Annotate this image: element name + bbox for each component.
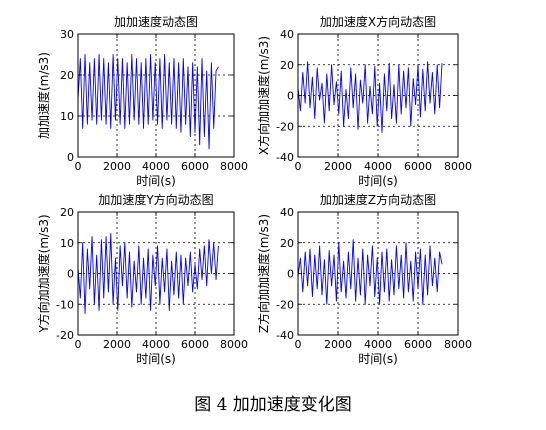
- x-axis-label-z: 时间(s): [358, 352, 398, 366]
- x-tick-label-x-2: 4000: [364, 160, 392, 173]
- chart-title-y: 加加速度Y方向动态图: [98, 192, 213, 207]
- y-tick-label-z-4: 40: [280, 206, 294, 219]
- y-tick-label-x-0: -40: [276, 151, 294, 164]
- y-tick-label-x-1: -20: [276, 120, 294, 133]
- chart-title-z: 加加速度Z方向动态图: [320, 192, 436, 207]
- series-line-y-0: [78, 233, 219, 314]
- x-axis-label-total: 时间(s): [136, 174, 176, 188]
- x-tick-label-total-1: 2000: [103, 160, 131, 173]
- series-line-x-0: [298, 61, 443, 133]
- y-tick-label-x-3: 20: [280, 59, 294, 72]
- x-tick-label-total-2: 4000: [142, 160, 170, 173]
- x-axis-label-y: 时间(s): [136, 352, 176, 366]
- chart-x: 0 2000 4000 6000 8000 -40 -20 0 20 40 加加速度X方向动态图时间…: [256, 14, 472, 188]
- x-tick-label-y-1: 2000: [103, 338, 131, 351]
- series-line-total-0: [78, 54, 219, 150]
- y-tick-label-z-3: 20: [280, 237, 294, 250]
- x-tick-label-y-4: 8000: [220, 338, 248, 351]
- y-tick-label-z-2: 0: [287, 268, 294, 281]
- x-tick-label-z-1: 2000: [324, 338, 352, 351]
- x-tick-label-z-3: 6000: [404, 338, 432, 351]
- x-axis-label-x: 时间(s): [358, 174, 398, 188]
- y-tick-label-x-2: 0: [287, 90, 294, 103]
- x-tick-label-x-1: 2000: [324, 160, 352, 173]
- figure-caption: 图 4 加加速度变化图: [194, 395, 352, 415]
- chart-z: 0 2000 4000 6000 8000 -40 -20 0 20 40 加加速度Z方向动态图时间…: [256, 192, 472, 366]
- y-tick-label-y-0: -20: [56, 329, 74, 342]
- x-tick-label-z-2: 4000: [364, 338, 392, 351]
- y-tick-label-z-0: -40: [276, 329, 294, 342]
- y-tick-label-total-3: 30: [60, 28, 74, 41]
- y-tick-label-y-4: 20: [60, 206, 74, 219]
- y-axis-label-z: Z方向加加速度(m/s3): [256, 214, 271, 333]
- x-tick-label-z-4: 8000: [444, 338, 472, 351]
- y-tick-label-y-1: -10: [56, 298, 74, 311]
- y-axis-label-total: 加加速度(m/s3): [36, 52, 51, 139]
- x-tick-label-x-3: 6000: [404, 160, 432, 173]
- x-tick-label-y-2: 4000: [142, 338, 170, 351]
- y-tick-label-y-3: 10: [60, 237, 74, 250]
- series-line-z-0: [298, 239, 443, 305]
- y-tick-label-total-1: 10: [60, 110, 74, 123]
- x-tick-label-x-0: 0: [295, 160, 302, 173]
- chart-y: 0 2000 4000 6000 8000 -20 -10 0 10 20 加加速度Y方向动态图时间…: [36, 192, 248, 366]
- x-tick-label-z-0: 0: [295, 338, 302, 351]
- x-tick-label-total-3: 6000: [181, 160, 209, 173]
- x-tick-label-total-4: 8000: [220, 160, 248, 173]
- x-tick-label-y-0: 0: [75, 338, 82, 351]
- y-tick-label-z-1: -20: [276, 298, 294, 311]
- y-axis-label-y: Y方向加加速度(m/s3): [36, 214, 51, 333]
- y-tick-label-x-4: 40: [280, 28, 294, 41]
- y-tick-label-total-2: 20: [60, 69, 74, 82]
- chart-title-total: 加加速度动态图: [114, 14, 198, 29]
- y-tick-label-y-2: 0: [67, 268, 74, 281]
- chart-title-x: 加加速度X方向动态图: [320, 14, 436, 29]
- x-tick-label-x-4: 8000: [444, 160, 472, 173]
- y-axis-label-x: X方向加加速度(m/s3): [256, 36, 271, 155]
- y-tick-label-total-0: 0: [67, 151, 74, 164]
- x-tick-label-y-3: 6000: [181, 338, 209, 351]
- x-tick-label-total-0: 0: [75, 160, 82, 173]
